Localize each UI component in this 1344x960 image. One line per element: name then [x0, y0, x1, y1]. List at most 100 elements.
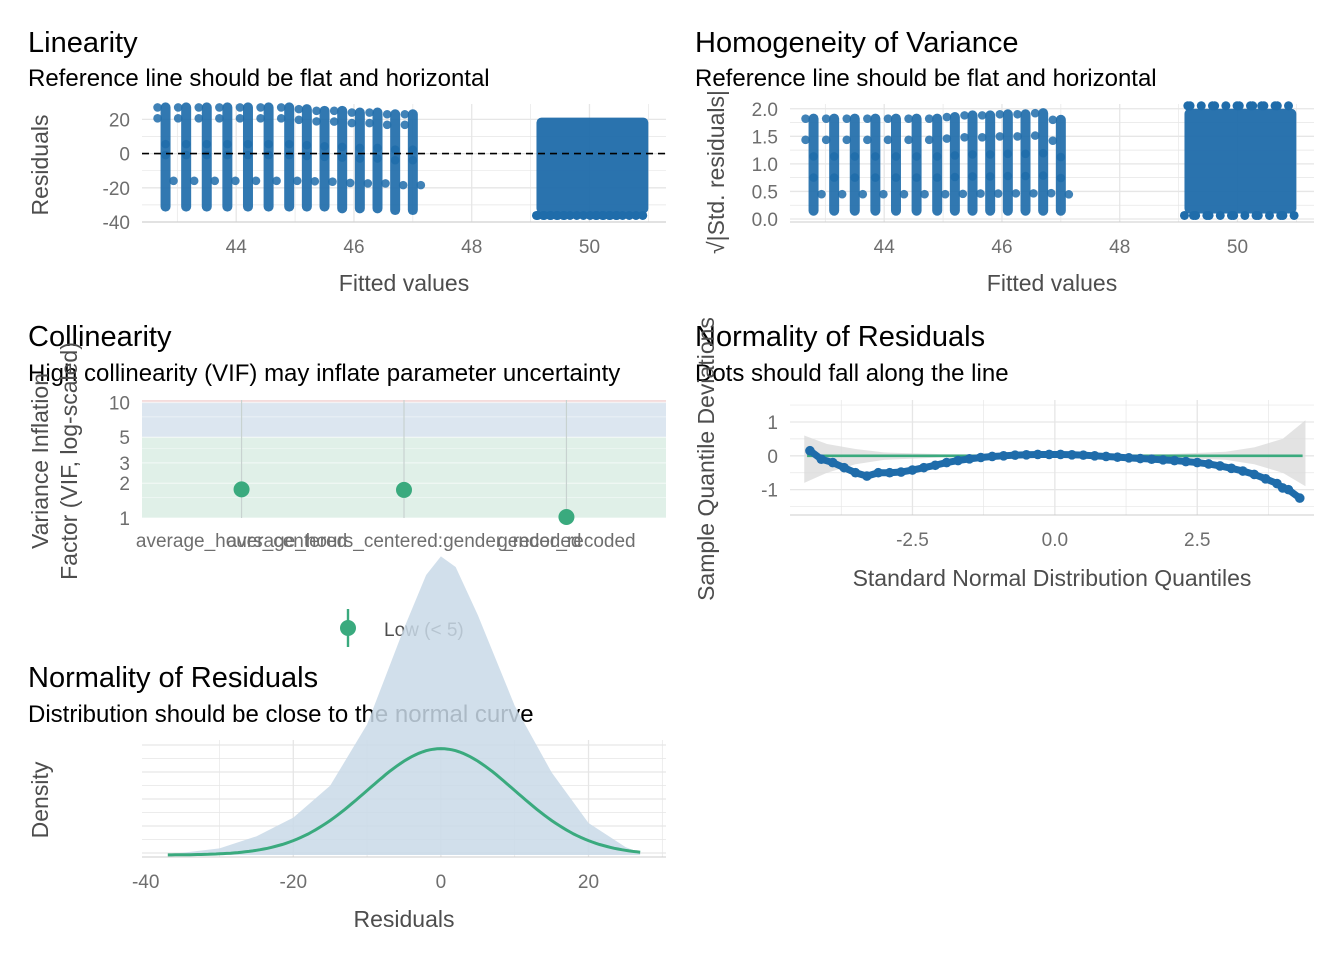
qq-point	[976, 452, 986, 463]
linearity-point	[256, 114, 265, 123]
density-x-tick-label: -40	[132, 872, 159, 893]
collinearity-point	[233, 481, 250, 498]
homogeneity-point	[1276, 210, 1286, 220]
linearity-point	[382, 120, 392, 130]
homogeneity-point	[968, 150, 977, 159]
density-x-tick-label: 0	[436, 872, 447, 893]
linearity-y-tick-label: -40	[103, 213, 130, 234]
qq-subtitle: Dots should fall along the line	[695, 360, 1009, 387]
qq-x-tick-label: 2.5	[1184, 530, 1210, 551]
qq-point	[1067, 449, 1077, 460]
homogeneity-point	[995, 109, 1005, 119]
qq-point	[839, 462, 849, 473]
qq-point	[896, 467, 906, 477]
homogeneity-y-tick-label: 0.0	[752, 210, 778, 231]
homogeneity-panel: Homogeneity of Variance Reference line s…	[695, 27, 1314, 296]
linearity-point	[320, 152, 329, 162]
linearity-x-axis-title: Fitted values	[339, 270, 469, 296]
qq-point	[873, 467, 884, 478]
linearity-point	[373, 143, 382, 153]
qq-x-axis-title: Standard Normal Distribution Quantiles	[853, 565, 1252, 591]
qq-title: Normality of Residuals	[695, 321, 985, 353]
linearity-point	[312, 106, 321, 116]
qq-point	[862, 471, 872, 481]
homogeneity-point	[976, 189, 985, 198]
collinearity-title: Collinearity	[28, 321, 172, 353]
qq-point	[1101, 451, 1111, 462]
linearity-x-tick-label: 50	[579, 237, 600, 258]
collinearity-x-tick-label: average_hours_centered:gender_recoded	[227, 531, 582, 552]
linearity-point	[173, 114, 183, 123]
linearity-y-axis-title: Residuals	[27, 115, 53, 216]
linearity-point	[624, 210, 634, 220]
linearity-point	[612, 210, 622, 220]
qq-point	[1158, 455, 1168, 465]
linearity-title: Linearity	[28, 27, 138, 59]
linearity-point	[310, 176, 320, 186]
qq-point	[1112, 452, 1123, 462]
density-y-axis-title: Density	[27, 761, 53, 838]
homogeneity-x-tick-label: 48	[1109, 237, 1130, 258]
density-x-tick-label: 20	[578, 872, 599, 893]
linearity-point	[231, 176, 240, 186]
collinearity-y-tick-label: 1	[119, 509, 130, 530]
homogeneity-point	[801, 135, 810, 145]
linearity-point	[408, 145, 418, 154]
homogeneity-point	[821, 135, 831, 145]
homogeneity-point	[850, 173, 860, 182]
homogeneity-point	[1011, 189, 1021, 198]
linearity-point	[585, 210, 595, 220]
homogeneity-point	[912, 152, 921, 161]
homogeneity-point	[1056, 173, 1066, 183]
qq-point	[907, 465, 918, 475]
linearity-x-tick-label: 44	[226, 237, 248, 258]
collinearity-ticks: 1 23 5 10 average_hours_centeredaverage_hour…	[109, 393, 636, 552]
density-empirical-area	[167, 556, 641, 855]
linearity-point	[572, 210, 582, 220]
qq-point	[1124, 453, 1134, 463]
linearity-point	[390, 155, 400, 165]
homogeneity-point	[837, 189, 847, 199]
homogeneity-subtitle: Reference line should be flat and horizo…	[695, 65, 1157, 92]
linearity-y-tick-label: 0	[119, 145, 130, 166]
homogeneity-point	[940, 189, 950, 199]
homogeneity-point	[1013, 109, 1022, 119]
linearity-point	[276, 103, 286, 112]
qq-point	[987, 451, 997, 462]
linearity-point	[251, 176, 261, 186]
qq-point	[1146, 454, 1157, 464]
homogeneity-point	[1221, 101, 1231, 111]
linearity-point	[381, 179, 390, 188]
qq-point	[953, 455, 963, 466]
qq-point	[1089, 451, 1100, 461]
linearity-point	[328, 177, 337, 187]
density-ticks: -40 -20 0 20	[132, 872, 599, 893]
linearity-point	[337, 142, 347, 152]
homogeneity-point	[1179, 210, 1189, 220]
density-normal-curve	[167, 747, 641, 857]
homogeneity-point	[904, 114, 913, 123]
homogeneity-point	[920, 189, 929, 199]
linearity-point	[599, 210, 609, 220]
linearity-point	[294, 115, 304, 125]
homogeneity-point	[871, 152, 880, 161]
homogeneity-x-axis-title: Fitted values	[987, 270, 1117, 296]
collinearity-x-tick-label: average_hours_centered	[136, 531, 347, 552]
homogeneity-point	[1232, 101, 1242, 111]
qq-point	[850, 467, 861, 478]
homogeneity-point	[809, 152, 818, 161]
linearity-x-tick-label: 48	[461, 237, 482, 258]
linearity-point	[365, 118, 374, 128]
homogeneity-point	[995, 132, 1005, 141]
linearity-point	[181, 150, 191, 160]
linearity-point	[329, 117, 339, 126]
linearity-point	[329, 106, 339, 116]
linearity-point	[243, 150, 253, 160]
linearity-point	[153, 114, 162, 123]
linearity-point	[355, 154, 365, 163]
linearity-point	[284, 139, 294, 149]
linearity-point-block	[536, 117, 649, 214]
homogeneity-point	[883, 135, 893, 145]
homogeneity-point	[912, 173, 921, 182]
